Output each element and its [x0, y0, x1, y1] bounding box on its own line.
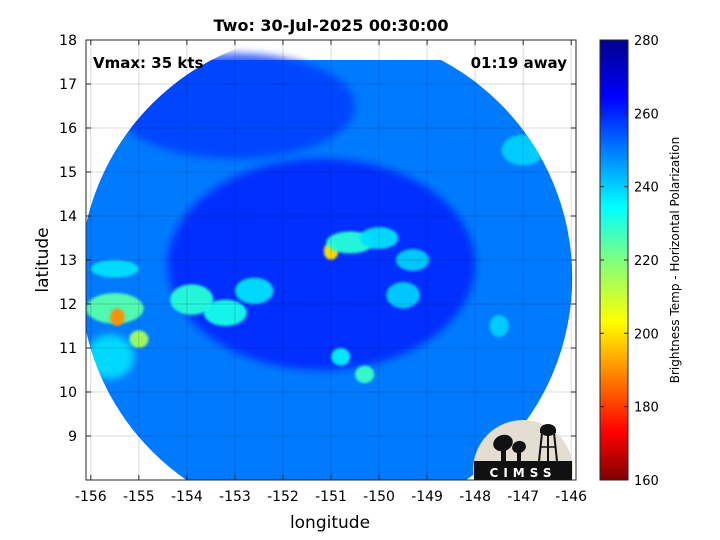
x-tick-label: -154	[171, 489, 203, 505]
x-tick-label: -153	[219, 489, 251, 505]
colorbar-tick-label: 160	[634, 474, 659, 489]
y-tick-label: 14	[59, 209, 77, 225]
heatmap-cell	[86, 293, 144, 324]
colorbar-tick-label: 200	[634, 327, 659, 342]
chart-title: Two: 30-Jul-2025 00:30:00	[214, 16, 449, 35]
y-tick-label: 9	[68, 429, 77, 445]
y-tick-label: 13	[59, 253, 77, 269]
heatmap-cell	[395, 249, 430, 271]
heatmap-cell	[110, 308, 125, 327]
y-tick-label: 16	[59, 121, 77, 137]
cimss-logo: CIMSS	[473, 420, 573, 480]
colorbar-tick-label: 180	[634, 401, 659, 416]
colorbar-tick-label: 220	[634, 254, 659, 269]
x-tick-label: -150	[363, 489, 395, 505]
heatmap-swath	[86, 53, 573, 480]
y-tick-label: 11	[59, 341, 77, 357]
x-tick-label: -146	[555, 489, 587, 505]
colorbar	[599, 39, 629, 481]
y-axis: 9 10 11 12 13 14 15 16 17 18	[59, 33, 576, 445]
heatmap-cell	[86, 334, 135, 379]
feature-layer	[86, 53, 545, 384]
y-tick-label: 18	[59, 33, 77, 49]
heatmap-cell	[355, 365, 375, 384]
y-axis-label: latitude	[33, 227, 53, 292]
y-tick-label: 12	[59, 297, 77, 313]
x-axis-label: longitude	[290, 513, 370, 533]
heatmap-cell	[359, 227, 399, 249]
heatmap-cell	[170, 284, 214, 315]
x-tick-label: -156	[75, 489, 107, 505]
cimss-logo-text: CIMSS	[490, 466, 557, 480]
y-tick-label: 15	[59, 165, 77, 181]
heatmap-cell	[167, 158, 476, 370]
x-tick-label: -151	[315, 489, 347, 505]
colorbar-ticks: 160 180 200 220 240 260 280	[600, 34, 659, 489]
colorbar-tick-label: 260	[634, 107, 659, 122]
y-tick-label: 10	[59, 385, 77, 401]
y-tick-label: 17	[59, 77, 77, 93]
heatmap-cell	[129, 330, 149, 349]
vmax-annotation: Vmax: 35 kts	[93, 54, 203, 72]
heatmap-cell	[203, 299, 247, 326]
colorbar-tick-label: 240	[634, 181, 659, 196]
x-tick-label: -149	[411, 489, 443, 505]
heatmap-cell	[489, 315, 509, 337]
colorbar-label: Brightness Temp - Horizontal Polarizatio…	[668, 137, 682, 384]
time-offset-annotation: 01:19 away	[471, 54, 568, 72]
x-tick-label: -152	[267, 489, 299, 505]
heatmap-cell	[331, 348, 351, 366]
heatmap-cell	[386, 282, 420, 309]
heatmap-cell	[234, 277, 274, 304]
x-tick-label: -148	[459, 489, 491, 505]
x-tick-label: -147	[507, 489, 539, 505]
heatmap-cell	[90, 260, 139, 278]
x-axis: -156 -155 -154 -153 -152 -151 -150 -149 -148 -147…	[75, 40, 587, 505]
colorbar-tick-label: 280	[634, 34, 659, 49]
x-tick-label: -155	[123, 489, 155, 505]
